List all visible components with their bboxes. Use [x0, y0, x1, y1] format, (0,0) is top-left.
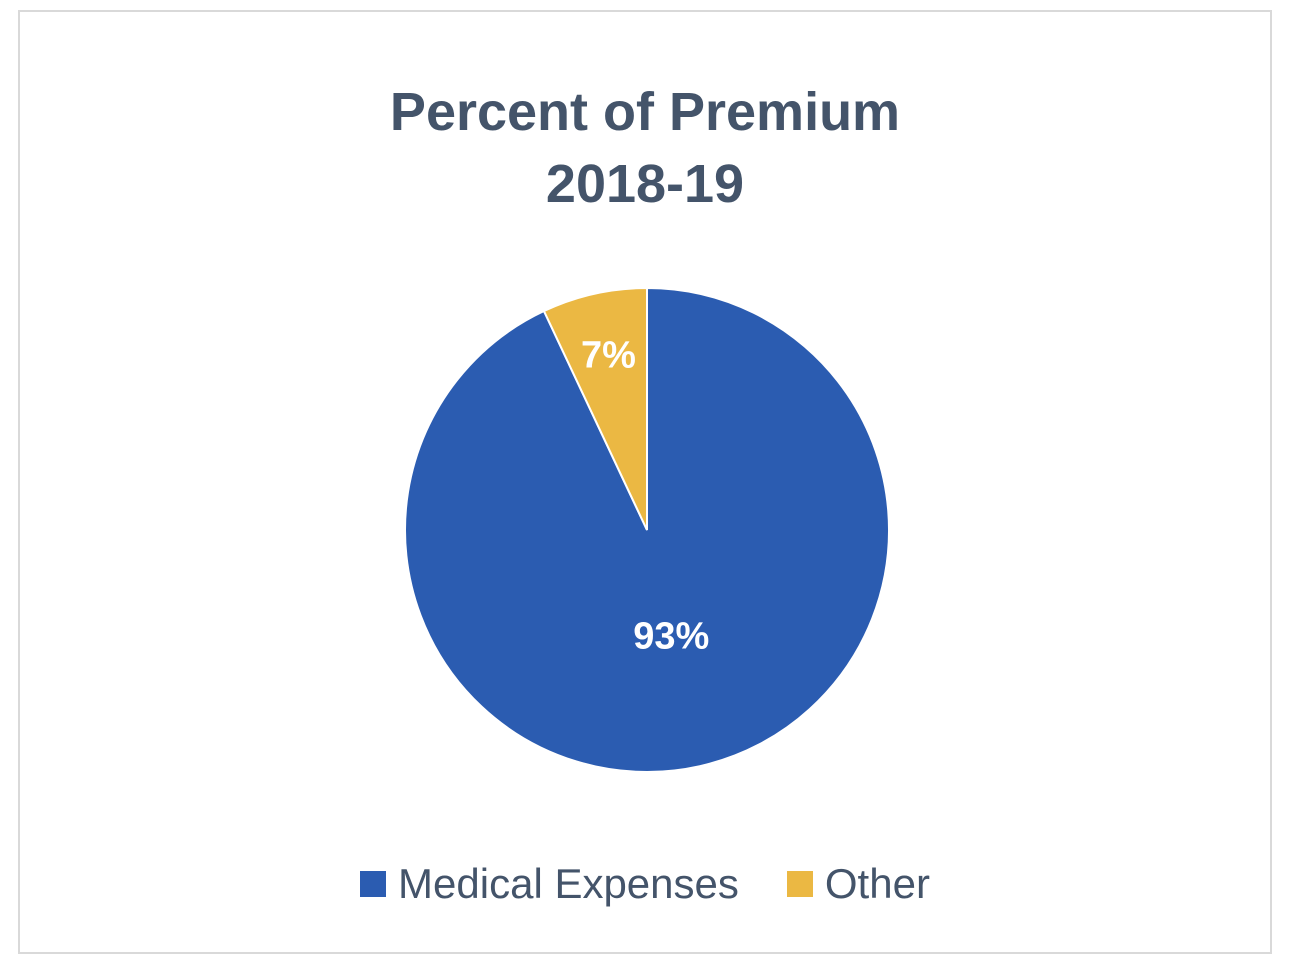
pie-chart: 93% 7%	[404, 286, 890, 773]
data-label-medical-expenses: 93%	[633, 616, 709, 658]
legend-label-other: Other	[824, 860, 930, 907]
legend: Medical Expenses Other	[20, 860, 1270, 908]
chart-title: Percent of Premium 2018-19	[20, 76, 1270, 220]
chart-title-line-1: Percent of Premium	[389, 82, 901, 142]
data-label-other: 7%	[581, 335, 636, 377]
chart-frame: Percent of Premium 2018-19 93% 7% Medical…	[18, 10, 1272, 954]
legend-item-other[interactable]: Other	[786, 860, 930, 908]
pie-slice-other[interactable]	[542, 286, 648, 531]
legend-swatch-other	[786, 871, 813, 897]
legend-item-medical-expenses[interactable]: Medical Expenses	[360, 860, 739, 908]
legend-swatch-medical-expenses	[360, 871, 387, 897]
legend-label-medical-expenses: Medical Expenses	[398, 860, 739, 907]
chart-title-line-2: 2018-19	[545, 154, 745, 214]
